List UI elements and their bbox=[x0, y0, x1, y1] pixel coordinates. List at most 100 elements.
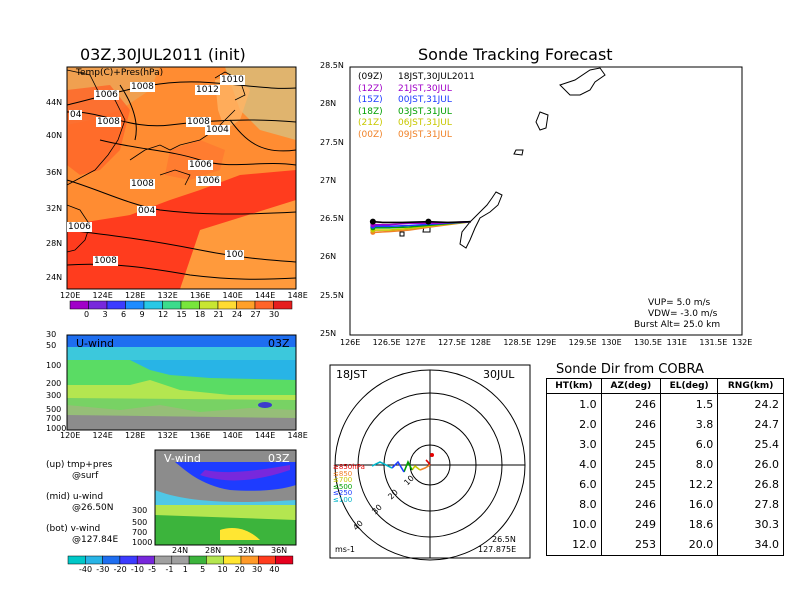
table-cell: 249 bbox=[600, 514, 662, 535]
table-row: 6.0 245 12.2 26.8 bbox=[546, 474, 784, 495]
map-lat-tick: 28N bbox=[46, 239, 63, 248]
table-cell: 245 bbox=[600, 454, 662, 475]
u-lon-tick: 136E bbox=[190, 431, 211, 440]
track-lon-tick: 132E bbox=[732, 338, 753, 347]
polar-lon: 127.875E bbox=[478, 545, 517, 554]
temp-color-cell bbox=[125, 300, 145, 310]
v-colorbar-tick: -40 bbox=[79, 565, 93, 574]
temp-colorbar-tick: 30 bbox=[269, 310, 280, 319]
legend-label: 21JST,30JUL bbox=[398, 83, 452, 94]
temp-color-cell bbox=[254, 300, 274, 310]
table-row: 1.0 246 1.5 24.2 bbox=[546, 393, 784, 415]
note-bot-level: @127.84E bbox=[72, 535, 119, 545]
v-color-cell bbox=[102, 555, 121, 565]
v-color-cell bbox=[67, 555, 86, 565]
map-field-label: Temp(C)+Pres(hPa) bbox=[76, 68, 164, 78]
table-cell: 2.0 bbox=[546, 414, 602, 435]
temp-colorbar-tick: 27 bbox=[250, 310, 261, 319]
map-lon-tick: 124E bbox=[92, 291, 113, 300]
direction-table: HT(km) AZ(deg) EL(deg) RNG(km) 1.0 246 1.5 24.… bbox=[546, 378, 784, 556]
map-lat-tick: 44N bbox=[46, 98, 63, 107]
track-lat-tick: 28N bbox=[320, 99, 337, 109]
table-cell: 24.7 bbox=[717, 414, 784, 435]
level-legend-item: ≤100 bbox=[333, 495, 353, 504]
map-lat-tick: 36N bbox=[46, 168, 63, 177]
table-cell: 246 bbox=[600, 414, 662, 435]
temp-color-cell bbox=[106, 300, 126, 310]
v-wind-colorbar bbox=[67, 555, 294, 565]
track-lat-tick: 25.5N bbox=[320, 290, 344, 300]
u-lon-tick: 148E bbox=[287, 431, 308, 440]
v-colorbar-tick: -30 bbox=[96, 565, 110, 574]
table-cell: 30.3 bbox=[717, 514, 784, 535]
v-wind-section bbox=[154, 449, 297, 546]
track-lon-tick: 129.5E bbox=[568, 338, 597, 347]
temperature-map bbox=[66, 66, 297, 290]
table-cell: 12.2 bbox=[660, 474, 719, 495]
track-plot bbox=[349, 66, 743, 336]
table-cell: 20.0 bbox=[660, 534, 719, 556]
temp-colorbar-tick: 15 bbox=[176, 310, 187, 319]
u-pressure-tick: 30 bbox=[46, 330, 57, 339]
level-legend-item: ≤700 bbox=[333, 476, 353, 484]
table-cell: 27.8 bbox=[717, 494, 784, 515]
temp-color-cell bbox=[199, 300, 219, 310]
v-color-cell bbox=[85, 555, 103, 565]
u-lon-tick: 124E bbox=[92, 431, 113, 440]
v-lat-tick: 32N bbox=[238, 546, 255, 555]
table-row: 3.0 245 6.0 25.4 bbox=[546, 434, 784, 455]
track-lon-tick: 126.5E bbox=[372, 338, 401, 347]
table-cell: 26.0 bbox=[717, 454, 784, 475]
isobar-label: 1006 bbox=[188, 160, 213, 170]
map-lon-tick: 148E bbox=[287, 291, 308, 300]
note-mid-level: @26.50N bbox=[72, 503, 114, 513]
table-cell: 25.4 bbox=[717, 434, 784, 455]
temp-color-cell bbox=[88, 300, 108, 310]
isobar-label: 1010 bbox=[220, 75, 245, 85]
table-cell: 4.0 bbox=[546, 454, 602, 475]
v-colorbar-tick: 10 bbox=[217, 565, 228, 574]
isobar-label: 1012 bbox=[195, 85, 220, 95]
table-cell: 10.0 bbox=[546, 514, 602, 535]
isobar-label: 1008 bbox=[130, 82, 155, 92]
v-color-cell bbox=[223, 555, 242, 565]
temp-colorbar-tick: 0 bbox=[84, 310, 90, 319]
map-lon-tick: 120E bbox=[60, 291, 81, 300]
v-color-cell bbox=[258, 555, 276, 565]
polar-time: 18JST bbox=[336, 368, 367, 381]
v-lat-tick: 24N bbox=[172, 546, 189, 555]
table-cell: 18.6 bbox=[660, 514, 719, 535]
note-bot: (bot) v-wind bbox=[46, 524, 101, 534]
table-row: 10.0 249 18.6 30.3 bbox=[546, 514, 784, 535]
track-lon-tick: 130.5E bbox=[634, 338, 662, 347]
temp-colorbar-tick: 9 bbox=[139, 310, 145, 319]
temp-color-cell bbox=[273, 300, 293, 310]
u-wind-section bbox=[66, 334, 297, 431]
u-pressure-tick: 300 bbox=[46, 391, 62, 400]
legend-label: 00JST,31JUL bbox=[398, 95, 452, 105]
legend-code: (21Z) bbox=[358, 118, 383, 128]
legend-label: 03JST,31JUL bbox=[398, 106, 452, 117]
level-legend-item: ≤850 bbox=[333, 469, 353, 478]
table-cell: 8.0 bbox=[660, 454, 719, 475]
table-cell: 245 bbox=[600, 434, 662, 455]
isobar-label: 04 bbox=[69, 110, 83, 120]
table-cell: 8.0 bbox=[546, 494, 602, 515]
v-pressure-tick: 1000 bbox=[132, 538, 153, 547]
map-lon-tick: 136E bbox=[190, 291, 211, 300]
u-lon-tick: 132E bbox=[157, 431, 178, 440]
table-cell: 6.0 bbox=[546, 474, 602, 495]
track-line-0 bbox=[372, 220, 471, 224]
table-header: RNG(km) bbox=[717, 378, 784, 394]
v-colorbar-tick: 40 bbox=[269, 565, 280, 574]
map-lat-tick: 24N bbox=[46, 273, 63, 282]
table-cell: 26.8 bbox=[717, 474, 784, 495]
temperature-colorbar bbox=[69, 300, 293, 310]
temp-colorbar-tick: 12 bbox=[158, 310, 169, 319]
v-colorbar-tick: -20 bbox=[113, 565, 127, 574]
track-lon-tick: 130E bbox=[601, 338, 622, 347]
temp-colorbar-tick: 6 bbox=[121, 310, 127, 319]
polar-units: ms-1 bbox=[335, 545, 355, 554]
u-pressure-tick: 1000 bbox=[46, 424, 67, 433]
track-lat-tick: 25N bbox=[320, 329, 337, 338]
